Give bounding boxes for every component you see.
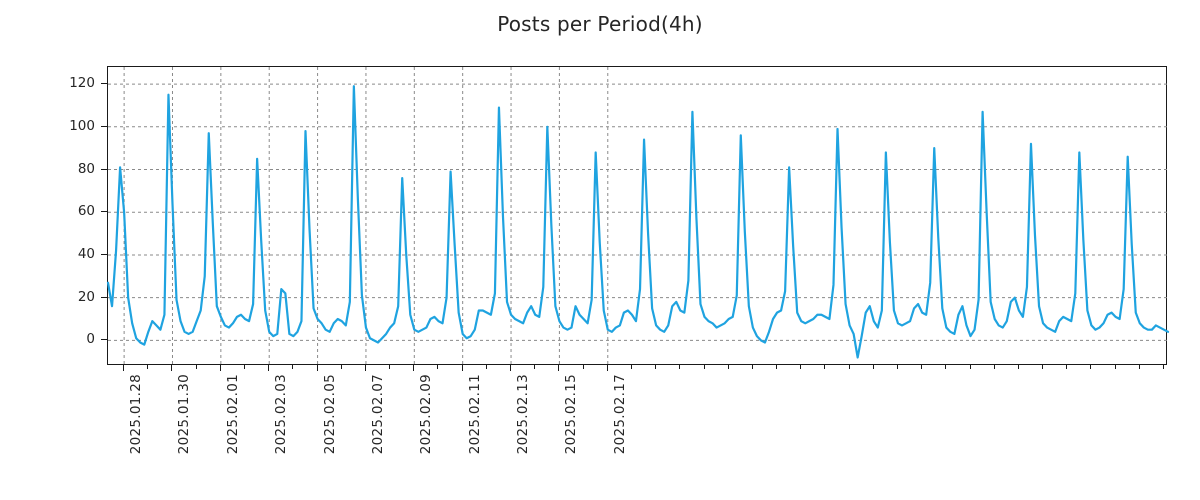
y-axis-tick-label: 20 (77, 288, 95, 305)
x-axis-minor-tick-mark (776, 365, 778, 369)
x-axis-tick-label: 2025.02.17 (611, 374, 628, 455)
x-axis-tick-label: 2025.02.15 (563, 374, 580, 455)
x-axis-minor-tick-mark (993, 365, 995, 369)
y-axis-tick-label: 100 (69, 117, 95, 134)
y-axis-tick-label: 60 (77, 203, 95, 220)
x-axis-tick-label: 2025.02.13 (515, 374, 532, 455)
x-axis-minor-tick-mark (340, 365, 342, 369)
x-axis-tick-label: 2025.02.03 (273, 374, 290, 455)
y-axis-tick-mark (101, 253, 107, 255)
x-axis-tick-mark (171, 365, 173, 371)
x-axis-minor-tick-mark (582, 365, 584, 369)
x-axis-minor-tick-mark (1042, 365, 1044, 369)
data-line (106, 85, 1170, 359)
x-axis-minor-tick-mark (147, 365, 149, 369)
x-axis-minor-tick-mark (727, 365, 729, 369)
y-axis-tick-mark (101, 125, 107, 127)
x-axis-minor-tick-mark (969, 365, 971, 369)
x-axis-tick-mark (123, 365, 125, 371)
x-axis-tick-label: 2025.02.11 (466, 374, 483, 455)
x-axis-minor-tick-mark (751, 365, 753, 369)
x-axis-minor-tick-mark (800, 365, 802, 369)
x-axis-minor-tick-mark (437, 365, 439, 369)
y-axis-tick-mark (101, 296, 107, 298)
x-axis-minor-tick-mark (485, 365, 487, 369)
x-axis-tick-label: 2025.02.01 (224, 374, 241, 455)
x-axis-minor-tick-mark (679, 365, 681, 369)
x-axis-minor-tick-mark (896, 365, 898, 369)
y-axis-tick-mark (101, 83, 107, 85)
x-axis-minor-tick-mark (921, 365, 923, 369)
x-axis-minor-tick-mark (244, 365, 246, 369)
y-axis-tick-label: 80 (77, 160, 95, 177)
chart-title: Posts per Period(4h) (497, 12, 703, 36)
x-axis-tick-label: 2025.02.05 (321, 374, 338, 455)
x-axis-tick-label: 2025.02.07 (369, 374, 386, 455)
x-axis-minor-tick-mark (1162, 365, 1164, 369)
x-axis-tick-mark (461, 365, 463, 371)
x-axis-minor-tick-mark (534, 365, 536, 369)
x-axis-tick-mark (364, 365, 366, 371)
x-axis-minor-tick-mark (1066, 365, 1068, 369)
x-axis-minor-tick-mark (1138, 365, 1140, 369)
x-axis-tick-mark (558, 365, 560, 371)
x-axis-minor-tick-mark (1114, 365, 1116, 369)
x-axis-minor-tick-mark (195, 365, 197, 369)
y-axis-tick-label: 120 (69, 75, 95, 92)
x-axis-minor-tick-mark (872, 365, 874, 369)
x-axis-tick-mark (413, 365, 415, 371)
x-axis-tick-mark (219, 365, 221, 371)
x-axis-minor-tick-mark (1090, 365, 1092, 369)
x-axis-minor-tick-mark (1017, 365, 1019, 369)
y-axis-tick-mark (101, 168, 107, 170)
x-axis-minor-tick-mark (824, 365, 826, 369)
x-axis-minor-tick-mark (848, 365, 850, 369)
y-axis-tick-mark (101, 339, 107, 341)
x-axis-tick-label: 2025.02.09 (418, 374, 435, 455)
y-axis-tick-label: 40 (77, 245, 95, 262)
y-axis-tick-label: 0 (86, 331, 95, 348)
x-axis-minor-tick-mark (945, 365, 947, 369)
x-axis-minor-tick-mark (292, 365, 294, 369)
x-axis-tick-mark (268, 365, 270, 371)
series-posts-per-period (106, 85, 1170, 359)
x-axis-tick-label: 2025.01.30 (176, 374, 193, 455)
x-axis-minor-tick-mark (703, 365, 705, 369)
x-axis-tick-label: 2025.01.28 (128, 374, 145, 455)
x-axis-tick-mark (606, 365, 608, 371)
y-axis-tick-mark (101, 211, 107, 213)
x-axis-tick-mark (316, 365, 318, 371)
plot-area (106, 66, 1170, 366)
x-axis-minor-tick-mark (389, 365, 391, 369)
x-axis-minor-tick-mark (630, 365, 632, 369)
x-axis-tick-mark (510, 365, 512, 371)
x-axis-minor-tick-mark (655, 365, 657, 369)
